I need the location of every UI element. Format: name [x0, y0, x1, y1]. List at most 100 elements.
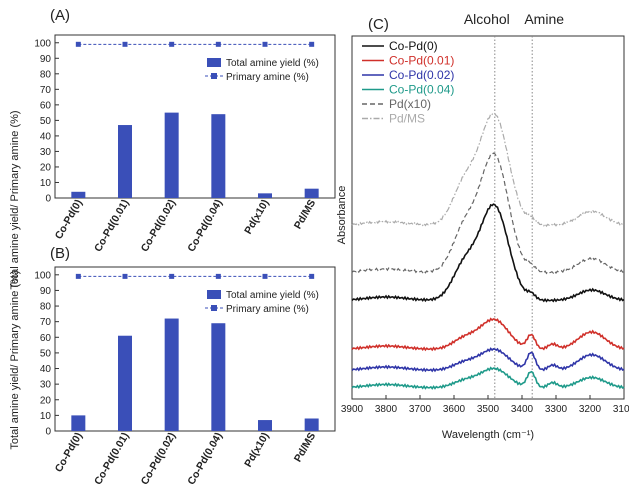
bar [118, 335, 132, 431]
y-tick-label: 40 [40, 364, 52, 375]
y-tick-label: 50 [40, 348, 52, 359]
panel-c-ylabel: Absorbance [336, 186, 348, 245]
y-tick-label: 90 [40, 286, 52, 297]
y-tick-label: 40 [40, 131, 52, 142]
panel-c-guides: Alcohol Amine [464, 11, 564, 399]
panel-b-bars [71, 318, 319, 431]
panel-b-frame [54, 266, 336, 432]
y-tick-label: 10 [40, 178, 52, 189]
primary-amine-point [122, 41, 128, 47]
bar [304, 418, 319, 431]
panel-a-y-axis: 0 10 20 30 40 50 60 70 80 90 100 [34, 38, 59, 205]
y-tick-label: 20 [40, 162, 52, 173]
panel-c-legend: Co-Pd(0)Co-Pd(0.01)Co-Pd(0.02)Co-Pd(0.04… [362, 39, 454, 126]
legend-entry: Co-Pd(0.01) [389, 54, 454, 68]
primary-amine-point [75, 273, 81, 279]
spectrum-line [351, 112, 625, 228]
x-tick-label: 3900 [341, 404, 364, 415]
x-tick-label: Co-Pd(0) [53, 431, 85, 475]
primary-amine-point [215, 41, 221, 47]
bar [211, 323, 226, 431]
bar [304, 188, 319, 198]
spectrum-line [351, 152, 625, 275]
y-tick-label: 80 [40, 69, 52, 80]
bar [258, 193, 272, 198]
panel-c-label: (C) [368, 16, 389, 33]
legend-primary-amine: Primary amine (%) [226, 304, 309, 315]
x-tick-label: Co-Pd(0.02) [139, 431, 179, 488]
x-tick-label: 3300 [545, 404, 568, 415]
x-tick-label: Co-Pd(0.01) [92, 198, 132, 255]
legend-square-marker [211, 73, 217, 79]
legend-entry: Co-Pd(0) [389, 39, 438, 53]
legend-square-marker [211, 305, 217, 311]
y-tick-label: 100 [34, 270, 51, 281]
panel-b-y-axis: 0 10 20 30 40 50 60 70 80 90 100 [34, 270, 59, 438]
panel-c-x-axis: 3900 3800 3700 3600 3500 3400 3300 3200 3100 [341, 395, 629, 415]
y-tick-label: 80 [40, 302, 52, 313]
y-tick-label: 10 [40, 411, 52, 422]
x-tick-label: Co-Pd(0.04) [185, 431, 225, 488]
primary-amine-point [309, 41, 315, 47]
y-tick-label: 30 [40, 380, 52, 391]
y-tick-label: 90 [40, 54, 52, 65]
x-tick-label: Pd(x10) [242, 431, 271, 470]
annotation-label: Amine [524, 11, 564, 27]
spectrum-line [351, 203, 625, 303]
panel-a-primary-line [75, 41, 315, 47]
panel-b-ylabel: Total amine yield/ Primary amine (%) [9, 270, 21, 449]
y-tick-label: 100 [34, 38, 51, 49]
spectrum-line [351, 366, 625, 390]
primary-amine-point [169, 41, 175, 47]
legend-primary-amine: Primary amine (%) [226, 72, 309, 83]
x-tick-label: Pd/MS [292, 198, 318, 232]
legend-entry: Pd(x10) [389, 97, 431, 111]
x-tick-label: Pd(x10) [242, 198, 271, 237]
panel-a-frame [54, 34, 336, 199]
primary-amine-point [122, 273, 128, 279]
spectrum-line [351, 347, 625, 373]
bar [258, 420, 272, 431]
panel-c-spectra [351, 112, 625, 390]
bar [71, 415, 86, 431]
x-tick-label: Co-Pd(0.04) [185, 198, 225, 255]
panel-b-legend: Total amine yield (%) Primary amine (%) [205, 290, 319, 315]
x-tick-label: 3700 [409, 404, 432, 415]
panel-a-x-axis: Co-Pd(0) Co-Pd(0.01) Co-Pd(0.02) Co-Pd(0.04… [53, 198, 319, 255]
annotation-label: Alcohol [464, 11, 510, 27]
bar [164, 318, 179, 431]
x-tick-label: 3100 [613, 404, 629, 415]
primary-amine-point [169, 273, 175, 279]
y-tick-label: 60 [40, 100, 52, 111]
legend-entry: Co-Pd(0.02) [389, 68, 454, 82]
panel-b-label: (B) [50, 245, 70, 262]
primary-amine-point [215, 273, 221, 279]
bar [118, 125, 132, 198]
y-tick-label: 70 [40, 85, 52, 96]
primary-amine-point [309, 273, 315, 279]
x-tick-label: 3800 [375, 404, 398, 415]
legend-bar-swatch [207, 58, 221, 67]
primary-amine-point [262, 41, 268, 47]
legend-bar-swatch [207, 290, 221, 299]
x-tick-label: Co-Pd(0.02) [139, 198, 179, 255]
primary-amine-point [75, 41, 81, 47]
x-tick-label: Co-Pd(0) [53, 198, 85, 242]
panel-b-primary-line [75, 273, 315, 279]
y-tick-label: 70 [40, 317, 52, 328]
panel-a-label: (A) [50, 7, 70, 24]
x-tick-label: Pd/MS [292, 431, 318, 465]
legend-entry: Pd/MS [389, 112, 425, 126]
panel-b-x-axis: Co-Pd(0) Co-Pd(0.01) Co-Pd(0.02) Co-Pd(0.04… [53, 431, 319, 488]
panel-a-legend: Total amine yield (%) Primary amine (%) [205, 58, 319, 83]
panel-c-xlabel: Wavelength (cm⁻¹) [442, 429, 534, 441]
primary-amine-point [262, 273, 268, 279]
legend-entry: Co-Pd(0.04) [389, 83, 454, 97]
legend-total-yield: Total amine yield (%) [226, 290, 319, 301]
panel-c: (C) Absorbance Wavelength (cm⁻¹) 3900 380… [336, 11, 629, 441]
bar [164, 112, 179, 198]
y-tick-label: 20 [40, 395, 52, 406]
y-tick-label: 60 [40, 333, 52, 344]
